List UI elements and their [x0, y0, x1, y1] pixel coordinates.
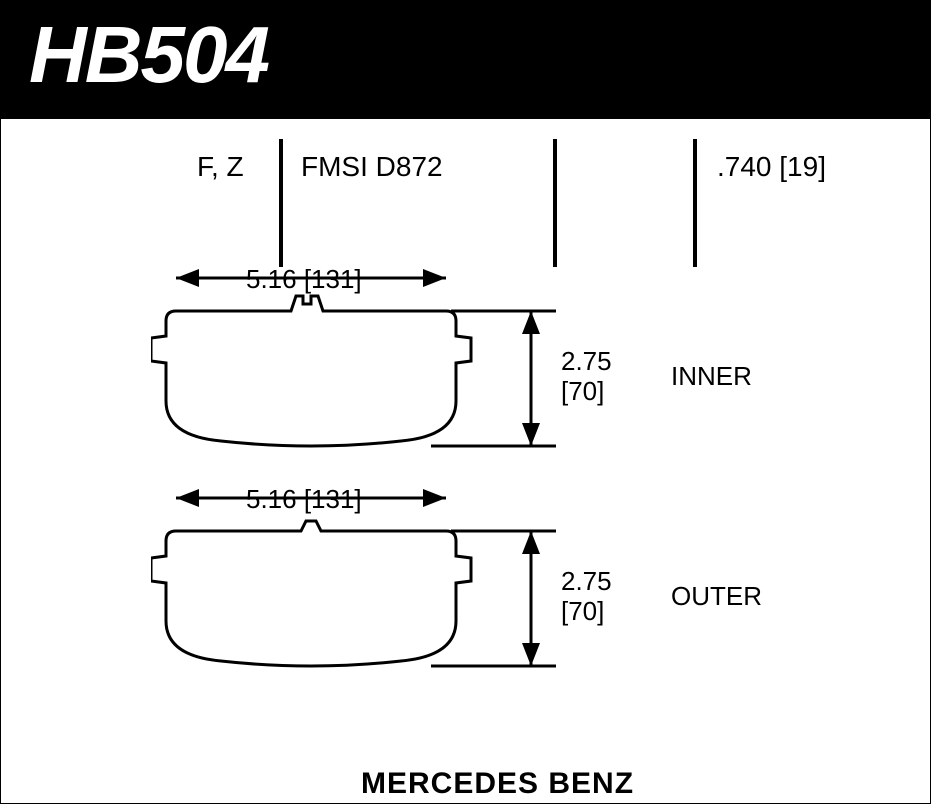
inner-label: INNER [671, 361, 752, 392]
separator-1 [279, 139, 283, 267]
fmsi-code: FMSI D872 [301, 151, 443, 183]
separator-3 [693, 139, 697, 267]
spec-sheet: HB504 F, Z FMSI D872 .740 [19] 5.16 [131… [0, 0, 931, 804]
inner-width-dimension: 5.16 [131] [246, 264, 362, 295]
outer-pad-diagram: 5.16 [131] 2.75 [70] OUTER [151, 486, 751, 676]
inner-height-dimension-2: [70] [561, 376, 604, 407]
compound-codes: F, Z [197, 151, 244, 183]
separator-2 [553, 139, 557, 267]
outer-height-dimension-2: [70] [561, 596, 604, 627]
part-number: HB504 [29, 9, 902, 101]
info-row: F, Z FMSI D872 .740 [19] [1, 119, 930, 269]
outer-width-dimension: 5.16 [131] [246, 484, 362, 515]
outer-height-dimension-1: 2.75 [561, 566, 612, 597]
inner-height-dimension-1: 2.75 [561, 346, 612, 377]
header-bar: HB504 [1, 1, 930, 119]
inner-pad-svg [151, 266, 751, 456]
brand-name: MERCEDES BENZ [361, 767, 634, 801]
inner-pad-diagram: 5.16 [131] 2.75 [70] INNER [151, 266, 751, 456]
thickness-spec: .740 [19] [717, 151, 826, 183]
outer-label: OUTER [671, 581, 762, 612]
outer-pad-svg [151, 486, 751, 676]
